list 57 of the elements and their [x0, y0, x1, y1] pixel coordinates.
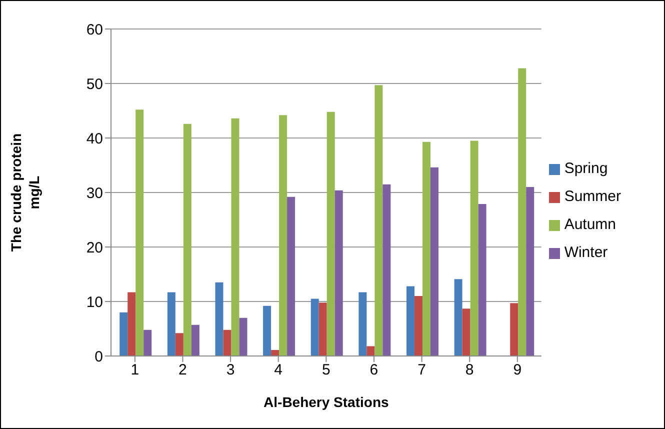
bar: [215, 282, 224, 356]
bar: [430, 167, 438, 356]
bar: [382, 184, 391, 356]
x-tick-label: 8: [465, 362, 474, 379]
y-tick-label: 0: [94, 348, 103, 366]
y-tick-label: 40: [86, 130, 103, 148]
bar: [334, 190, 343, 356]
legend-label: Winter: [564, 244, 608, 261]
bar: [510, 303, 518, 356]
bar: [326, 112, 335, 356]
x-tick-label: 6: [370, 362, 378, 379]
bar: [175, 333, 184, 356]
bar: [167, 292, 176, 356]
y-tick-label: 60: [86, 21, 103, 38]
bar: [223, 330, 232, 356]
bar: [406, 286, 414, 356]
legend-label: Spring: [564, 160, 608, 177]
x-tick-label: 9: [513, 362, 522, 379]
bar: [366, 346, 375, 356]
bar: [191, 324, 200, 356]
y-tick-label: 30: [86, 184, 103, 202]
x-tick-label: 5: [322, 362, 330, 379]
x-tick-label: 1: [130, 362, 140, 379]
bar: [239, 318, 248, 356]
bar: [144, 330, 152, 356]
bar: [454, 279, 462, 356]
bar: [310, 298, 319, 356]
bar: [136, 110, 144, 356]
bar: [478, 204, 486, 356]
x-tick-label: 4: [274, 362, 283, 379]
bar: [318, 302, 327, 356]
x-tick-label: 3: [226, 362, 235, 379]
y-tick-label: 50: [86, 76, 103, 93]
legend-label: Summer: [564, 188, 621, 205]
bar: [183, 124, 192, 356]
bar: [231, 118, 240, 356]
y-axis-title: The crude protein mg/L: [8, 133, 42, 252]
bar: [422, 142, 430, 356]
x-tick-label: 7: [418, 362, 426, 379]
bar: [128, 292, 136, 356]
bar: [374, 85, 383, 356]
bar: [518, 68, 526, 356]
bar: [263, 306, 272, 356]
x-tick-label: 2: [178, 362, 187, 379]
bar: [358, 292, 367, 356]
x-axis-title: Al-Behery Stations: [264, 394, 389, 410]
y-tick-label: 20: [86, 239, 103, 256]
bar: [271, 350, 280, 356]
bar: [414, 296, 422, 356]
y-tick-label: 10: [86, 294, 103, 311]
bar: [279, 115, 288, 356]
bar: [287, 196, 296, 356]
bar: [120, 312, 128, 356]
bar: [526, 187, 534, 356]
bar: [470, 140, 478, 356]
legend-label: Autumn: [564, 216, 616, 233]
bar: [462, 308, 470, 356]
